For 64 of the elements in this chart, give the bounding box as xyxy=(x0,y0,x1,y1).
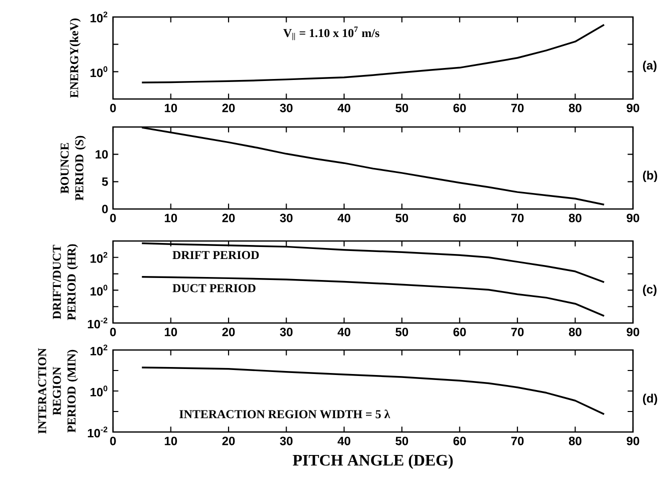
y-axis-title: ENERGY(keV) xyxy=(70,18,81,98)
series-label: DUCT PERIOD xyxy=(172,284,256,292)
text: (c) xyxy=(642,284,656,296)
x-tick-label: 20 xyxy=(222,436,235,446)
x-tick-label: 50 xyxy=(396,214,408,222)
x-tick-label: 40 xyxy=(338,436,350,446)
x-tick-label: 50 xyxy=(396,436,408,446)
x-tick-label: 40 xyxy=(338,328,350,336)
y-tick-label: 10$^{-2}$ xyxy=(88,318,108,328)
x-tick-label: 40 xyxy=(338,104,350,112)
x-tick-label: 0 xyxy=(110,328,116,336)
y-tick-label: 10 xyxy=(96,150,108,159)
x-tick-label: 0 xyxy=(110,214,116,222)
y-tick-label: 10$^{2}$ xyxy=(90,252,108,263)
x-tick-label: 10 xyxy=(164,328,177,336)
x-tick-label: 10 xyxy=(164,214,177,222)
text: (a) xyxy=(642,60,656,72)
y-axis-title: BOUNCE PERIOD (S) xyxy=(60,136,86,200)
x-tick-label: 30 xyxy=(280,328,293,336)
x-tick-label: 30 xyxy=(280,436,293,446)
annotation: V$_{||}$ = 1.10 x 10$^{7}$ m/s xyxy=(283,26,380,40)
text: (d) xyxy=(642,394,658,405)
x-tick-label: 10 xyxy=(164,436,177,446)
x-tick-label: 70 xyxy=(511,328,524,336)
x-tick-label: 60 xyxy=(453,104,466,112)
x-tick-label: 10 xyxy=(164,104,177,112)
x-tick-label: 20 xyxy=(222,328,235,336)
x-tick-label: 90 xyxy=(626,328,640,336)
x-tick-label: 0 xyxy=(110,436,116,446)
x-tick-label: 70 xyxy=(511,104,524,112)
x-tick-label: 60 xyxy=(453,328,466,336)
x-tick-label: 30 xyxy=(280,104,293,112)
y-axis-title: DRIFT/DUCT PERIOD (HR) xyxy=(52,244,78,320)
y-tick-label: 10$^{0}$ xyxy=(90,386,108,396)
x-axis-title: PITCH ANGLE (DEG) xyxy=(292,454,453,469)
annotation: INTERACTION REGION WIDTH = 5 λ xyxy=(179,410,390,418)
x-tick-label: 90 xyxy=(626,214,640,222)
y-tick-label: 10$^{0}$ xyxy=(90,284,108,296)
y-tick-label: 10$^{0}$ xyxy=(90,66,108,78)
x-tick-label: 30 xyxy=(280,214,293,222)
x-tick-label: 90 xyxy=(626,104,640,112)
x-tick-label: 50 xyxy=(396,328,408,336)
x-tick-label: 0 xyxy=(110,104,116,112)
y-tick-label: 5 xyxy=(102,177,108,186)
x-tick-label: 80 xyxy=(568,214,582,222)
x-tick-label: 40 xyxy=(338,214,350,222)
x-tick-label: 50 xyxy=(396,104,408,112)
y-tick-label: 0 xyxy=(102,204,108,214)
x-tick-label: 80 xyxy=(568,104,582,112)
x-tick-label: 70 xyxy=(511,214,524,222)
y-tick-label: 10$^{-2}$ xyxy=(88,426,108,438)
x-tick-label: 80 xyxy=(568,436,582,446)
x-tick-label: 60 xyxy=(453,436,466,446)
x-tick-label: 20 xyxy=(222,104,235,112)
x-tick-label: 60 xyxy=(453,214,466,222)
y-axis-title: INTERACTION REGION PERIOD (MIN) xyxy=(38,348,78,434)
x-tick-label: 20 xyxy=(222,214,235,222)
legend-label: DRIFT PERIOD xyxy=(172,251,259,260)
x-tick-label: 80 xyxy=(568,328,582,336)
y-tick-label: 10$^{2}$ xyxy=(90,12,108,22)
y-tick-label: 10$^{2}$ xyxy=(90,344,108,356)
x-tick-label: 90 xyxy=(626,436,640,446)
text: (b) xyxy=(642,170,658,182)
x-tick-label: 70 xyxy=(511,436,524,446)
